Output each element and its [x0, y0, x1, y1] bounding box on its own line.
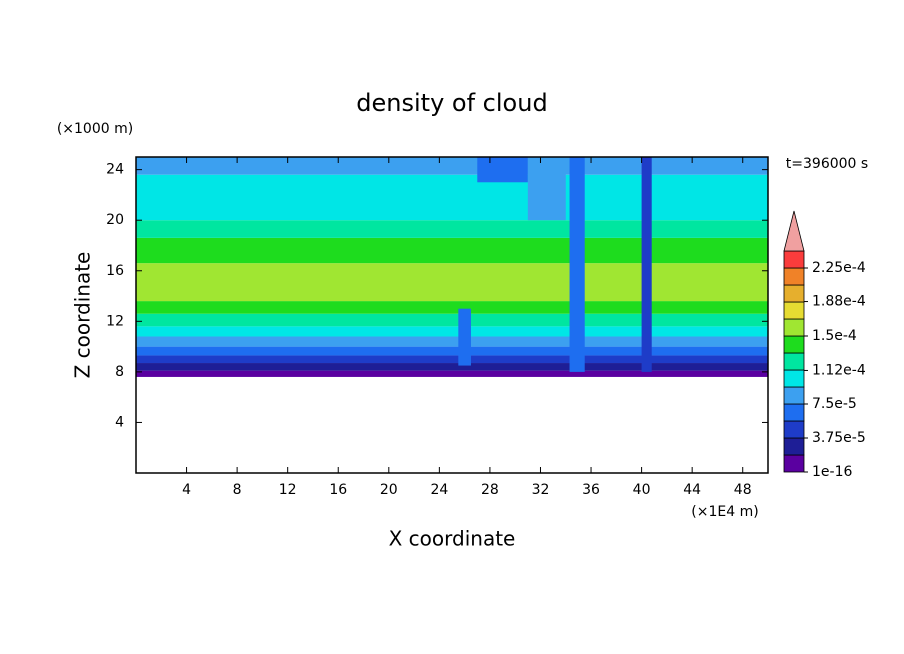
colorbar-tick-label: 3.75e-5 [812, 430, 866, 446]
colorbar-tick-label: 7.5e-5 [812, 396, 857, 412]
plume [477, 157, 528, 183]
x-tick-label: 44 [683, 482, 701, 498]
plume [527, 157, 566, 221]
contour-band [136, 174, 768, 221]
plume [569, 157, 585, 372]
colorbar-segment [783, 318, 805, 337]
colorbar-segment [783, 420, 805, 439]
colorbar-segment [783, 369, 805, 388]
plot-frame [135, 156, 769, 474]
colorbar-segment [783, 267, 805, 286]
colorbar-tick-label: 1.12e-4 [812, 362, 866, 378]
y-tick-label: 16 [106, 263, 124, 279]
y-tick-label: 20 [106, 212, 124, 228]
x-tick-label: 12 [279, 482, 297, 498]
colorbar-segment [783, 335, 805, 354]
colorbar-extend [783, 210, 805, 252]
colorbar-tick-label: 1.88e-4 [812, 294, 866, 310]
contour-band [136, 313, 768, 327]
contour-band [136, 157, 768, 175]
x-tick-label: 20 [380, 482, 398, 498]
y-unit: (×1000 m) [57, 121, 133, 137]
x-tick-label: 48 [734, 482, 752, 498]
x-tick-label: 40 [633, 482, 651, 498]
x-unit: (×1E4 m) [691, 504, 758, 520]
contour-band [136, 355, 768, 364]
x-label: X coordinate [389, 527, 516, 551]
contour-band [136, 336, 768, 347]
contour-band [136, 346, 768, 356]
x-tick-label: 36 [582, 482, 600, 498]
colorbar-segment [783, 403, 805, 422]
colorbar-segment [783, 454, 805, 473]
colorbar-tick-label: 1e-16 [812, 464, 852, 480]
y-tick-label: 4 [115, 414, 124, 430]
colorbar-tick-label: 1.5e-4 [812, 328, 857, 344]
y-tick-label: 12 [106, 313, 124, 329]
x-tick-label: 16 [329, 482, 347, 498]
y-tick-label: 8 [115, 364, 124, 380]
colorbar-segment [783, 284, 805, 303]
contour-band [136, 220, 768, 238]
colorbar-segment [783, 250, 805, 269]
x-tick-label: 24 [430, 482, 448, 498]
x-tick-label: 4 [182, 482, 191, 498]
colorbar-tick-label: 2.25e-4 [812, 260, 866, 276]
colorbar-segment [783, 386, 805, 405]
x-tick-label: 28 [481, 482, 499, 498]
contour-band [136, 363, 768, 371]
y-tick-label: 24 [106, 162, 124, 178]
contour-band [136, 370, 768, 377]
plume [458, 308, 471, 366]
contour-band [136, 326, 768, 337]
contour-band [136, 263, 768, 302]
chart-title: density of cloud [356, 89, 547, 117]
plume [641, 157, 652, 372]
y-label: Z coordinate [71, 252, 95, 379]
colorbar-segment [783, 301, 805, 320]
x-tick-label: 8 [233, 482, 242, 498]
time-label: t=396000 s [786, 156, 868, 172]
colorbar-segment [783, 352, 805, 371]
x-tick-label: 32 [532, 482, 550, 498]
contour-band [136, 237, 768, 264]
colorbar-segment [783, 437, 805, 456]
contour-band [136, 301, 768, 314]
